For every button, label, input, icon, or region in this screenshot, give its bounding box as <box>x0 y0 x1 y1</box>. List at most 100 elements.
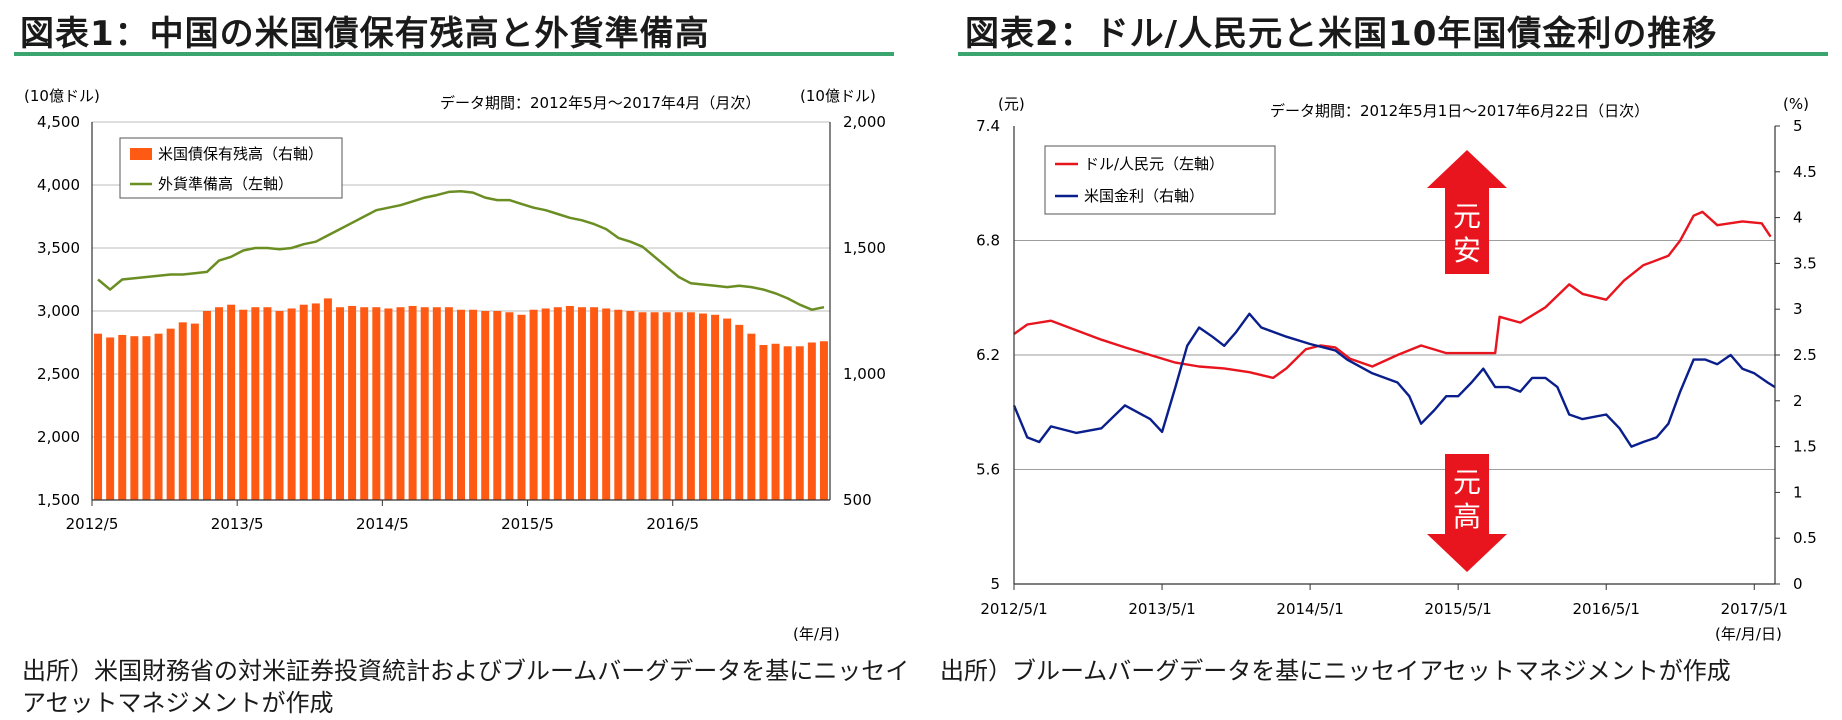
figure2-right-unit: (%) <box>1783 95 1809 113</box>
bar <box>747 333 756 500</box>
right-tick-label: 4 <box>1793 209 1803 227</box>
bar <box>251 307 260 500</box>
left-tick-label: 1,500 <box>37 491 80 509</box>
left-tick-label: 4,000 <box>37 176 80 194</box>
right-tick-label: 4.5 <box>1793 163 1817 181</box>
left-tick-label: 6.8 <box>976 232 1000 250</box>
bar <box>602 308 611 500</box>
left-tick-label: 7.4 <box>976 117 1000 135</box>
figure1-legend: 米国債保有残高（右軸） 外貨準備高（左軸） <box>119 137 343 199</box>
bar <box>517 314 526 500</box>
figure2-gridlines <box>1014 240 1775 470</box>
bar <box>311 303 320 500</box>
right-tick-label: 500 <box>843 491 872 509</box>
x-tick-label: 2015/5/1 <box>1424 600 1491 618</box>
arrow-down-yuan-strong: 元 高 <box>1427 454 1507 572</box>
figure1-source: 出所）米国財務省の対米証券投資統計およびブルームバーグデータを基にニッセイアセッ… <box>22 657 910 717</box>
right-tick-label: 1,000 <box>843 365 886 383</box>
bar <box>565 305 574 500</box>
legend-bar-label: 米国債保有残高（右軸） <box>158 145 323 163</box>
left-tick-label: 2,500 <box>37 365 80 383</box>
legend-blue-label: 米国金利（右軸） <box>1084 187 1204 205</box>
bar <box>650 312 659 500</box>
arrow-up-char-2: 安 <box>1453 234 1481 267</box>
line-series <box>97 190 825 311</box>
right-tick-label: 0 <box>1793 575 1803 593</box>
bar <box>771 343 780 500</box>
bar <box>360 307 369 500</box>
right-tick-label: 1,500 <box>843 239 886 257</box>
bar <box>457 309 465 500</box>
bar <box>444 307 453 500</box>
bar <box>227 304 236 500</box>
right-tick-label: 2 <box>1793 392 1803 410</box>
figure1-left-unit: (10億ドル) <box>24 87 100 105</box>
figure2-left-unit: (元) <box>998 95 1025 113</box>
figure2-legend: ドル/人民元（左軸） 米国金利（右軸） <box>1044 145 1276 215</box>
arrow-down-char-2: 高 <box>1453 500 1481 533</box>
figure2-period-note: データ期間：2012年5月1日～2017年6月22日（日次） <box>1270 102 1649 120</box>
x-tick-label: 2016/5 <box>646 515 699 533</box>
bar <box>408 305 417 500</box>
bar <box>130 336 139 500</box>
figure1-x-unit: (年/月) <box>793 625 840 643</box>
bar <box>674 312 683 500</box>
legend-bar-swatch <box>130 148 152 160</box>
right-tick-label: 2,000 <box>843 113 886 131</box>
legend-red-label: ドル/人民元（左軸） <box>1084 155 1224 173</box>
figure1-chart: 1,500 2,000 2,500 3,000 3,500 4,000 4,500 500 1,… <box>24 87 886 643</box>
bar <box>505 312 514 500</box>
bar <box>166 328 175 500</box>
bar <box>178 322 187 500</box>
bar <box>432 307 441 500</box>
left-tick-label: 4,500 <box>37 113 80 131</box>
bar <box>723 318 732 500</box>
bar <box>481 311 490 500</box>
x-tick-label: 2013/5/1 <box>1128 600 1195 618</box>
x-tick-label: 2017/5/1 <box>1721 600 1788 618</box>
bar <box>553 307 562 500</box>
figure2-lines <box>1012 210 1776 448</box>
bar <box>384 308 393 500</box>
bar <box>662 312 671 500</box>
figure1-title-rule <box>14 52 894 56</box>
arrow-up-yuan-weak: 元 安 <box>1427 150 1507 274</box>
figure1-period-note: データ期間：2012年5月～2017年4月（月次） <box>440 94 760 112</box>
x-tick-label: 2012/5/1 <box>980 600 1047 618</box>
figure1-bars <box>94 298 828 500</box>
left-tick-label: 5.6 <box>976 461 1000 479</box>
figure1-title: 図表1：中国の米国債保有残高と外貨準備高 <box>20 14 710 54</box>
bar <box>711 314 720 500</box>
arrow-up-char-1: 元 <box>1453 200 1481 233</box>
bar <box>336 307 345 500</box>
figure2-x-unit: (年/月/日) <box>1715 625 1782 643</box>
right-tick-label: 2.5 <box>1793 346 1817 364</box>
bar <box>577 307 586 500</box>
figure2-axes: 5 5.6 6.2 6.8 7.4 0 0.5 1 1.5 2 2.5 3 3.5 4 4.5 5 2012/5… <box>976 117 1817 618</box>
left-tick-label: 6.2 <box>976 346 1000 364</box>
bar <box>106 337 115 500</box>
bar <box>783 346 792 500</box>
us-yield-line <box>1012 312 1776 448</box>
figure2-title: 図表2：ドル/人民元と米国10年国債金利の推移 <box>965 14 1718 54</box>
bar <box>420 307 429 500</box>
figure2-source: 出所）ブルームバーグデータを基にニッセイアセットマネジメントが作成 <box>940 657 1731 685</box>
bar <box>142 336 151 500</box>
figure1-axes: 1,500 2,000 2,500 3,000 3,500 4,000 4,500 500 1,… <box>37 113 886 533</box>
x-tick-label: 2016/5/1 <box>1573 600 1640 618</box>
bar <box>287 308 296 500</box>
bar <box>275 311 284 500</box>
left-tick-label: 3,000 <box>37 302 80 320</box>
bar <box>154 333 163 500</box>
bar <box>190 323 199 500</box>
bar <box>735 324 744 500</box>
right-tick-label: 3 <box>1793 300 1803 318</box>
x-tick-label: 2015/5 <box>501 515 554 533</box>
bar <box>469 309 478 500</box>
bar <box>348 305 357 500</box>
x-tick-label: 2013/5 <box>211 515 264 533</box>
arrow-down-char-1: 元 <box>1453 466 1481 499</box>
left-tick-label: 5 <box>990 575 1000 593</box>
legend-line-label: 外貨準備高（左軸） <box>158 175 293 193</box>
bar <box>202 311 211 500</box>
